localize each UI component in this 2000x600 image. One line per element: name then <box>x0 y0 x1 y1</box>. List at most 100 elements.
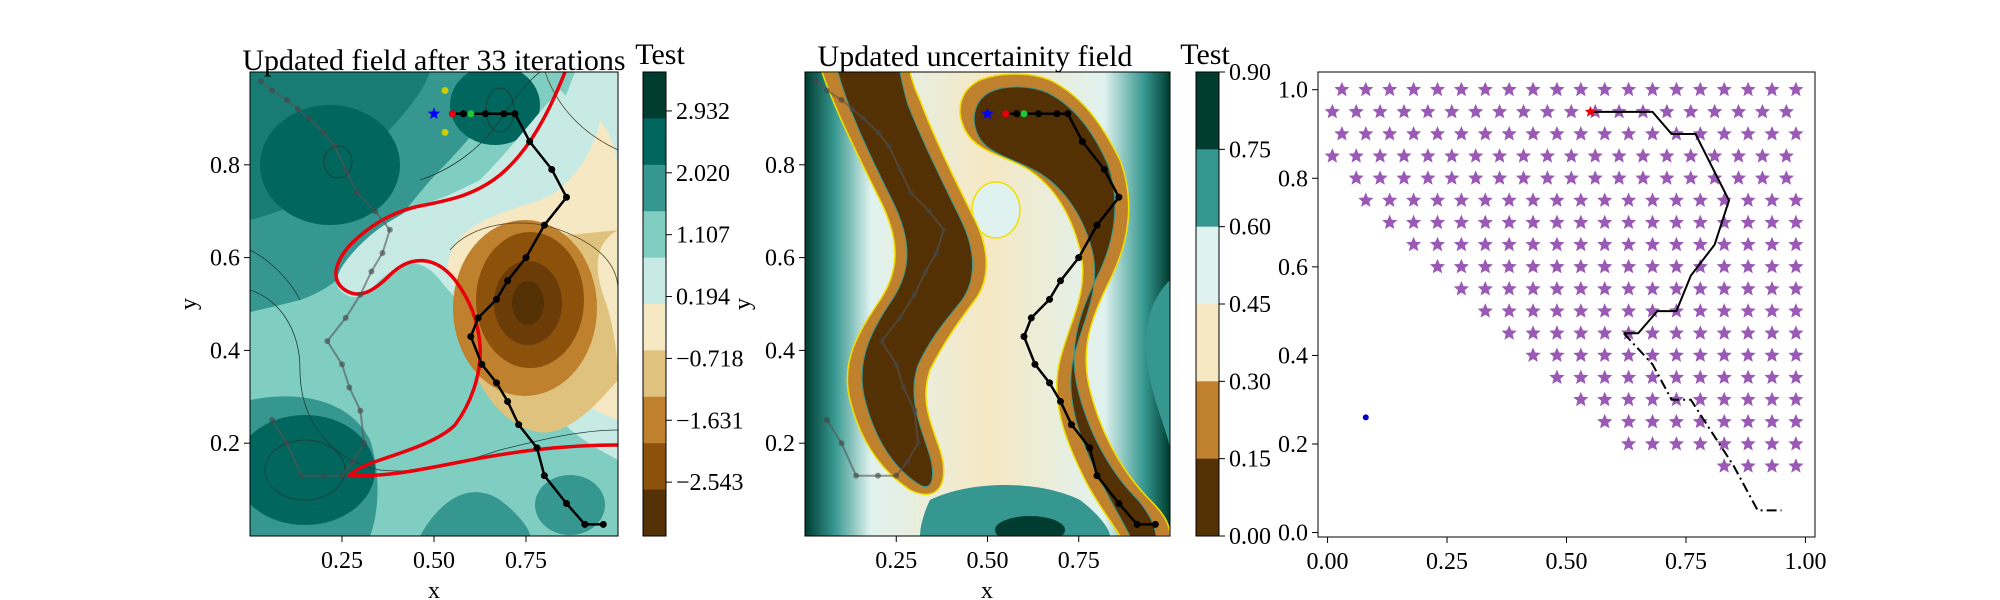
scatter-star <box>1525 214 1541 229</box>
scatter-star <box>1764 192 1780 207</box>
path-point <box>1100 165 1108 173</box>
scatter-star <box>1788 192 1804 207</box>
scatter-star <box>1668 258 1684 274</box>
scatter-star <box>1597 391 1613 407</box>
colorbar-tick-label: 1.107 <box>676 223 730 249</box>
past-path-point <box>368 268 375 275</box>
y-tick-label: 0.8 <box>1278 166 1308 192</box>
path-point <box>474 314 482 322</box>
scatter-star <box>1324 148 1340 163</box>
past-path-point <box>320 129 327 136</box>
path-point <box>1086 444 1094 452</box>
scatter-star <box>1740 391 1756 407</box>
scatter-star <box>1429 192 1446 207</box>
path-point <box>515 421 523 429</box>
y-tick-label: 0.6 <box>210 246 240 272</box>
scatter-star <box>1501 81 1517 97</box>
scatter-star <box>1659 170 1675 185</box>
colorbar-level <box>1196 226 1219 305</box>
scatter-star <box>1716 81 1732 97</box>
uncertainty-title: Updated uncertainity field <box>818 40 1133 73</box>
past-path-point <box>875 472 881 479</box>
past-path-point <box>904 458 911 465</box>
path-point <box>1064 110 1072 118</box>
scatter-star <box>1740 126 1756 141</box>
scatter-star <box>1692 391 1708 407</box>
scatter-star <box>1573 214 1589 229</box>
scatter-star <box>1525 347 1541 362</box>
scatter-star <box>1597 413 1613 429</box>
scatter-star <box>1573 369 1589 384</box>
scatter-star <box>1597 325 1613 340</box>
y-tick-label: 0.4 <box>765 338 795 364</box>
path-point <box>504 397 512 405</box>
scatter-star <box>1716 347 1732 362</box>
scatter-star <box>1730 148 1747 163</box>
colorbar-level <box>643 257 666 305</box>
scatter-star <box>1740 281 1756 296</box>
scatter-star <box>1788 325 1804 340</box>
path-point <box>511 110 519 118</box>
scatter-star <box>1740 458 1756 473</box>
scatter-dashdot-path <box>1623 332 1782 512</box>
uncertainty-y-label: y <box>730 298 756 310</box>
scatter-star <box>1788 369 1804 384</box>
scatter-star <box>1492 170 1508 185</box>
past-path-point <box>386 226 393 233</box>
scatter-star <box>1707 148 1723 163</box>
scatter-star <box>1644 236 1661 252</box>
scatter-star <box>1644 126 1661 141</box>
path-point <box>522 254 530 262</box>
scatter-star <box>1788 303 1804 318</box>
scatter-x-ticks: 0.00 0.25 0.50 0.75 1.00 <box>1307 537 1826 575</box>
scatter-star <box>1644 413 1661 429</box>
path-point <box>599 520 607 528</box>
scatter-star <box>1563 103 1579 119</box>
scatter-star <box>1621 436 1637 451</box>
path-point <box>1078 138 1086 146</box>
past-path-point <box>353 189 360 196</box>
path-point <box>1057 397 1064 405</box>
y-tick-label: 0.2 <box>765 431 795 457</box>
scatter-star <box>1621 258 1637 274</box>
scatter-star <box>1692 236 1708 252</box>
past-path-point <box>320 472 327 479</box>
scatter-star <box>1692 369 1708 384</box>
past-path-point <box>812 78 819 85</box>
marker-current <box>1002 110 1010 118</box>
scatter-star <box>1468 103 1484 119</box>
y-tick-label: 0.6 <box>765 246 795 272</box>
scatter-star <box>1621 303 1637 318</box>
scatter-star <box>1644 436 1661 451</box>
past-path-point <box>922 268 929 275</box>
colorbar-tick-label: 0.90 <box>1229 60 1271 86</box>
field-y-ticks: 0.2 0.4 0.6 0.8 <box>210 153 250 457</box>
scatter-star <box>1621 413 1637 429</box>
scatter-star <box>1406 214 1422 229</box>
scatter-axes-frame <box>1317 71 1816 538</box>
path-point <box>500 110 508 118</box>
scatter-star <box>1716 281 1732 296</box>
scatter-star <box>1525 126 1541 141</box>
scatter-star <box>1740 436 1756 451</box>
scatter-star <box>1573 347 1589 362</box>
colorbar-level <box>1196 381 1219 460</box>
scatter-star <box>1453 214 1469 229</box>
scatter-star <box>1477 236 1493 252</box>
uncertainty-x-ticks: 0.25 0.50 0.75 <box>875 536 1100 574</box>
colorbar-level <box>1196 149 1219 228</box>
scatter-star <box>1420 103 1436 119</box>
colorbar-level <box>643 164 666 212</box>
scatter-star <box>1525 303 1541 318</box>
path-point <box>1046 295 1054 303</box>
scatter-star <box>1788 458 1804 473</box>
scatter-star <box>1716 258 1732 274</box>
scatter-star <box>1778 170 1794 185</box>
scatter-star <box>1372 170 1388 185</box>
past-path-point <box>838 96 845 103</box>
past-path-point <box>896 166 903 173</box>
scatter-star <box>1659 148 1675 163</box>
past-path-point <box>823 417 830 423</box>
path-point <box>1067 421 1075 429</box>
